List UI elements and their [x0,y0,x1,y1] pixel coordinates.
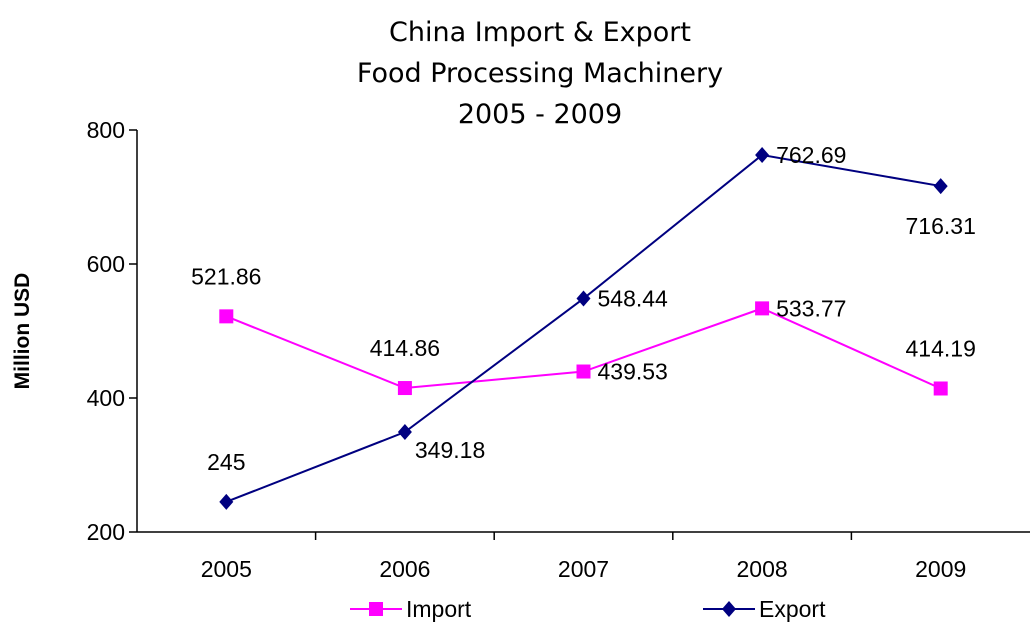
series-export-point [576,290,591,307]
y-tick-label: 200 [87,519,125,545]
series-import-point [576,364,591,379]
legend-item-import: Import [350,596,472,622]
series-import-point [933,381,948,396]
data-label-import: 521.86 [191,263,261,289]
series-export [219,146,948,510]
legend-label-export: Export [759,596,826,622]
x-tick-label: 2008 [737,556,788,582]
x-tick-label: 2009 [915,556,966,582]
legend: Import Export [350,596,826,622]
y-tick-label: 800 [87,117,125,143]
chart-title-line-3: 2005 - 2009 [458,99,622,130]
series-import [219,301,948,396]
x-tick-label: 2006 [379,556,430,582]
y-tick-label: 600 [87,251,125,277]
series-import-point [397,381,412,396]
series-export-point [933,178,948,195]
data-label-import: 533.77 [776,295,846,321]
y-axis-title: Million USD [11,273,34,390]
data-label-export: 716.31 [906,213,976,239]
y-tick-label: 400 [87,385,125,411]
x-tick-label: 2005 [201,556,252,582]
legend-label-import: Import [406,596,472,622]
data-label-export: 548.44 [598,286,669,312]
data-label-export: 349.18 [415,437,485,463]
series-import-point [755,301,770,316]
chart-title-line-1: China Import & Export [389,17,691,48]
x-tick-label: 2007 [558,556,609,582]
data-label-import: 414.86 [370,335,440,361]
data-label-import: 414.19 [906,335,976,361]
axes: 200 400 600 800 2005 2006 2007 2008 2009 [87,117,1030,582]
data-label-export: 762.69 [776,142,846,168]
data-label-import: 439.53 [598,359,668,385]
series-import-point [219,309,234,324]
legend-marker-export [722,601,736,617]
series-export-point [397,424,412,441]
series-export-point [219,493,234,510]
data-label-export: 245 [207,449,245,475]
chart-title: China Import & Export Food Processing Ma… [357,17,723,130]
series-export-line [225,153,941,503]
data-labels: 521.86 414.86 439.53 533.77 414.19 245 349.18 5… [191,142,976,475]
series-layer [219,146,948,510]
legend-item-export: Export [703,596,826,622]
chart-title-line-2: Food Processing Machinery [357,58,723,89]
series-export-point [755,146,770,163]
legend-marker-import [369,602,383,616]
